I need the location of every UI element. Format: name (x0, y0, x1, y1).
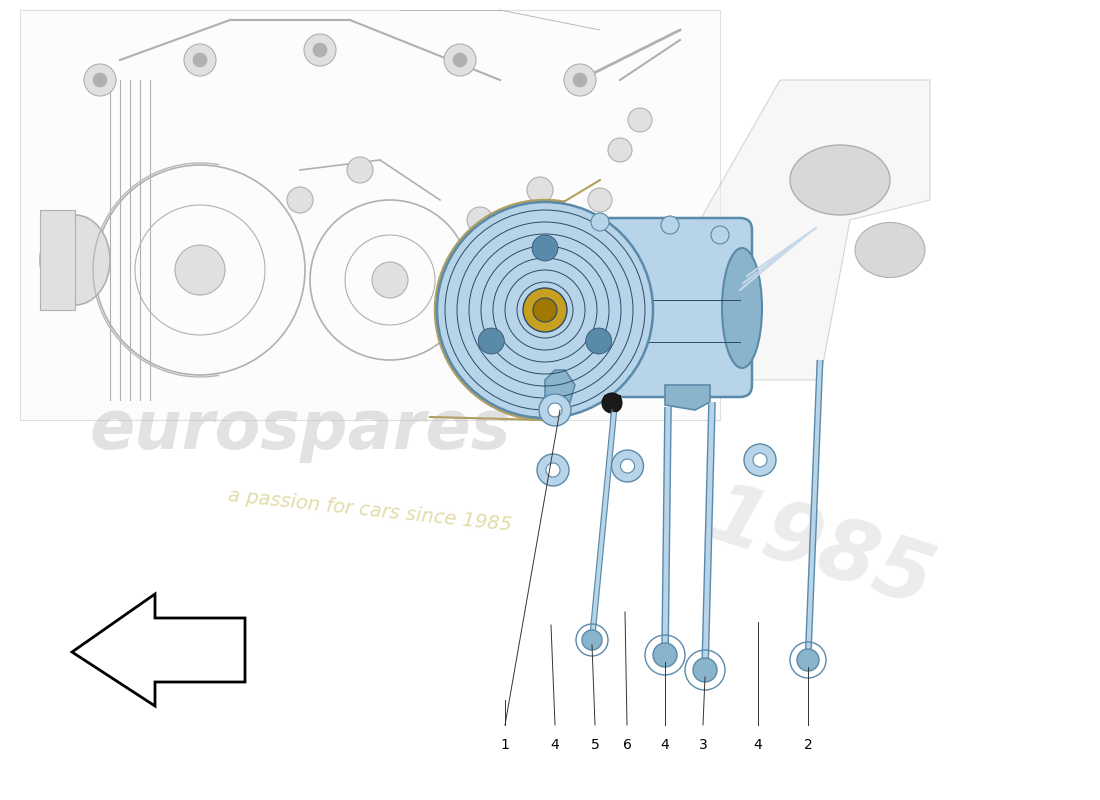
Circle shape (527, 177, 553, 203)
Polygon shape (40, 210, 75, 310)
Circle shape (754, 453, 767, 467)
Polygon shape (666, 385, 710, 410)
Circle shape (539, 394, 571, 426)
Polygon shape (700, 80, 930, 380)
Text: 1985: 1985 (697, 476, 943, 624)
Text: 6: 6 (623, 738, 631, 752)
Text: eurospares: eurospares (89, 397, 510, 463)
Circle shape (287, 187, 314, 213)
Circle shape (314, 43, 327, 57)
Text: 4: 4 (551, 738, 560, 752)
Circle shape (798, 649, 820, 671)
Circle shape (522, 288, 566, 332)
Circle shape (453, 53, 468, 67)
Polygon shape (544, 370, 575, 402)
Polygon shape (72, 594, 245, 706)
Circle shape (608, 138, 632, 162)
Circle shape (346, 157, 373, 183)
Circle shape (661, 216, 679, 234)
Text: 1: 1 (500, 738, 509, 752)
Polygon shape (604, 395, 620, 408)
Ellipse shape (855, 222, 925, 278)
Circle shape (444, 44, 476, 76)
Circle shape (546, 463, 560, 477)
Circle shape (564, 64, 596, 96)
Text: 4: 4 (661, 738, 670, 752)
Circle shape (653, 643, 676, 667)
Text: 2: 2 (804, 738, 813, 752)
Circle shape (628, 108, 652, 132)
Circle shape (437, 202, 653, 418)
Circle shape (620, 459, 635, 473)
Circle shape (372, 262, 408, 298)
Polygon shape (20, 10, 720, 420)
Circle shape (534, 298, 557, 322)
Circle shape (602, 393, 621, 413)
Circle shape (192, 53, 207, 67)
Circle shape (582, 630, 602, 650)
Circle shape (304, 34, 336, 66)
Circle shape (573, 73, 587, 87)
Circle shape (548, 403, 562, 417)
Text: 4: 4 (754, 738, 762, 752)
Circle shape (468, 207, 493, 233)
Circle shape (84, 64, 116, 96)
Ellipse shape (722, 248, 762, 368)
Text: 3: 3 (698, 738, 707, 752)
Circle shape (532, 235, 558, 261)
Ellipse shape (40, 215, 110, 305)
FancyBboxPatch shape (553, 218, 752, 397)
Circle shape (585, 328, 612, 354)
Circle shape (537, 454, 569, 486)
Circle shape (711, 226, 729, 244)
Text: a passion for cars since 1985: a passion for cars since 1985 (228, 486, 513, 534)
Circle shape (175, 245, 226, 295)
Text: 5: 5 (591, 738, 600, 752)
Circle shape (94, 73, 107, 87)
Circle shape (612, 450, 643, 482)
Ellipse shape (790, 145, 890, 215)
Circle shape (478, 328, 504, 354)
Circle shape (184, 44, 216, 76)
Circle shape (693, 658, 717, 682)
Circle shape (591, 213, 609, 231)
Circle shape (588, 188, 612, 212)
Circle shape (744, 444, 775, 476)
